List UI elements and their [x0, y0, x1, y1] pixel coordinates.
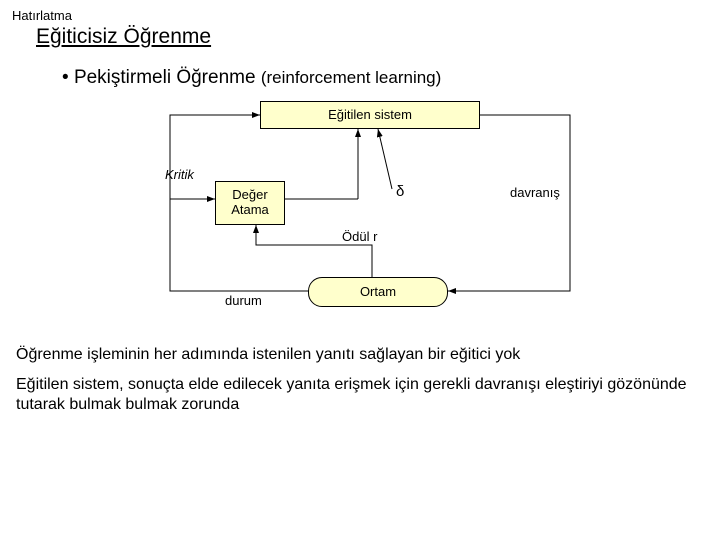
node-environment-label: Ortam: [360, 285, 396, 300]
rl-diagram: Eğitilen sistem DeğerAtama Ortam Kritik …: [110, 101, 610, 331]
node-value-assign: DeğerAtama: [215, 181, 285, 225]
node-trained-system: Eğitilen sistem: [260, 101, 480, 129]
label-odul: Ödül r: [342, 229, 377, 244]
bullet-marker: •: [62, 67, 69, 88]
paragraph-1: Öğrenme işleminin her adımında istenilen…: [16, 345, 702, 365]
node-environment: Ortam: [308, 277, 448, 307]
node-trained-system-label: Eğitilen sistem: [328, 108, 412, 123]
bullet-text: Pekiştirmeli Öğrenme: [74, 67, 256, 88]
node-value-assign-label: DeğerAtama: [231, 188, 269, 218]
bullet-line: • Pekiştirmeli Öğrenme (reinforcement le…: [62, 67, 708, 89]
bullet-subtext: (reinforcement learning): [261, 68, 441, 87]
paragraph-2: Eğitilen sistem, sonuçta elde edilecek y…: [16, 375, 702, 415]
label-davranis: davranış: [510, 185, 560, 200]
label-kritik: Kritik: [165, 167, 194, 182]
header-label: Hatırlatma: [12, 8, 708, 23]
label-durum: durum: [225, 293, 262, 308]
page-title: Eğiticisiz Öğrenme: [36, 25, 708, 49]
label-delta: δ: [396, 183, 404, 200]
